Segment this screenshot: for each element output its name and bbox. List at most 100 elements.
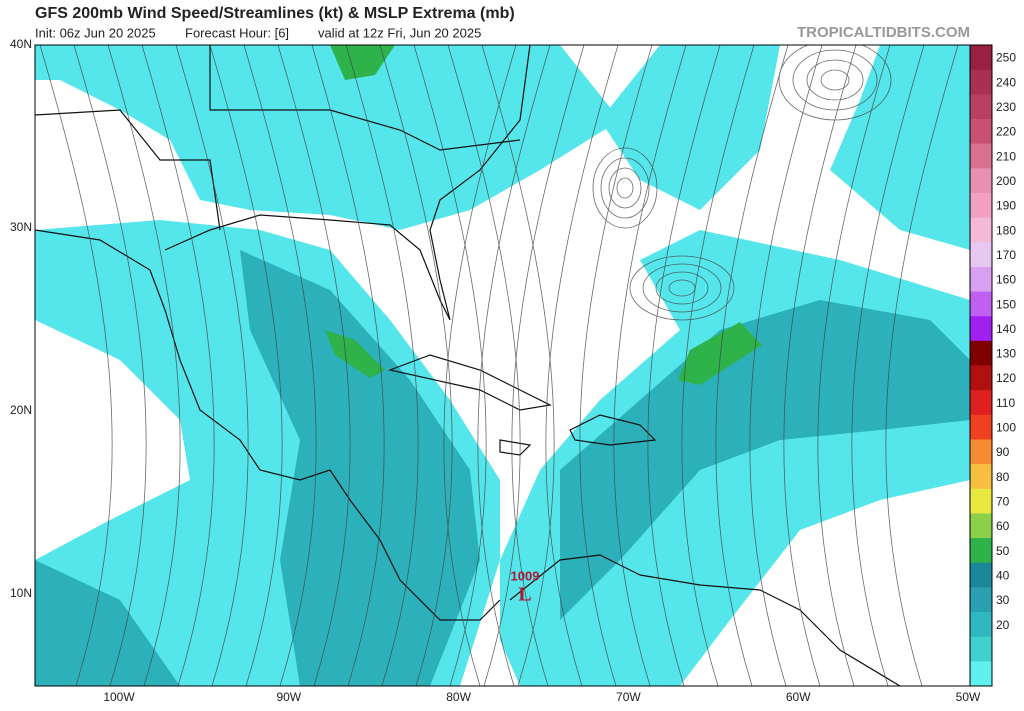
colorbar-label: 130 [996,347,1016,361]
streamline [579,45,653,686]
colorbar-label: 150 [996,297,1016,311]
streamline [73,45,147,686]
colorbar-label: 120 [996,371,1016,385]
streamline [345,45,419,686]
streamline [647,45,721,686]
colorbar-label: 200 [996,174,1016,188]
colorbar-band [970,143,992,169]
colorbar-band [970,192,992,219]
streamline-eddy [778,45,892,121]
lon-label: 90W [276,690,301,704]
colorbar-label: 160 [996,273,1016,287]
forecast-hour: Forecast Hour: [6] [185,25,289,40]
streamline [141,45,215,686]
streamline-eddy [608,167,642,209]
colorbar-band [970,414,992,440]
streamline-eddy [592,147,658,229]
streamline-eddy [820,69,850,91]
colorbar-band [970,365,992,391]
colorbar-band [970,562,992,588]
streamline [379,45,453,686]
colorbar-label: 230 [996,100,1016,114]
site-name: TROPICALTIDBITS.COM [797,24,970,41]
colorbar-band [970,118,992,145]
colorbar-band [970,464,992,490]
streamline [681,45,755,686]
streamline [749,45,823,686]
lat-label: 40N [10,37,32,51]
streamline [477,45,551,686]
colorbar-band [970,291,992,317]
colorbar-label: 170 [996,248,1016,262]
streamline-eddy [642,263,722,313]
colorbar-label: 90 [996,445,1010,459]
streamline [885,45,959,686]
streamlines [39,45,959,686]
streamline-eddy [600,157,650,219]
streamline [715,45,789,686]
streamline [613,45,687,686]
colorbar-band [970,69,992,95]
colorbar-band [970,266,992,293]
lat-label: 10N [10,586,32,600]
streamline-eddy [616,177,634,199]
low-pressure: 1009 [511,568,540,583]
colorbar-label: 100 [996,421,1016,435]
lat-label: 20N [10,403,32,417]
colorbar-band [970,488,992,514]
colorbar-label: 220 [996,125,1016,139]
colorbar-label: 40 [996,568,1010,582]
colorbar-frame [969,44,993,687]
colorbar-band [970,217,992,243]
streamline-eddy [629,255,735,321]
colorbar-label: 140 [996,322,1016,336]
lat-label: 30N [10,220,32,234]
lon-label: 100W [103,690,135,704]
streamline [243,45,317,686]
streamline [107,45,181,686]
colorbar-band [970,587,992,613]
colorbar-label: 110 [996,396,1015,410]
streamline [783,45,857,686]
streamline [511,45,585,686]
colorbar-band [970,538,992,564]
init-time: Init: 06z Jun 20 2025 [35,25,156,40]
streamline-eddy [655,271,709,305]
lon-label: 70W [616,690,641,704]
streamline-eddy [792,49,878,111]
colorbar-label: 50 [996,544,1010,558]
colorbar-label: 60 [996,519,1010,533]
colorbar-label: 20 [996,618,1010,632]
lon-label: 50W [956,690,981,704]
colorbar-band [970,316,992,342]
streamline [851,45,925,686]
wind-shading-strong [35,250,970,686]
colorbar-band [970,45,992,71]
map-area: 1009 L [35,45,970,686]
streamline [39,45,113,686]
wind-shading-max [325,45,762,385]
streamline [413,45,487,686]
colorbar-label: 190 [996,199,1016,213]
lon-label: 80W [446,690,471,704]
colorbar-label: 70 [996,495,1010,509]
streamline [175,45,249,686]
colorbar: 250 240 230 220 210 200 190 180 170 160 150 140 130 1… [969,44,1016,687]
colorbar-band [970,439,992,465]
streamline-eddy [806,59,864,101]
valid-time: valid at 12z Fri, Jun 20 2025 [318,25,481,40]
colorbar-band [970,94,992,120]
colorbar-band [970,612,992,638]
low-symbol: L [518,584,531,606]
streamline-eddy [668,279,696,297]
colorbar-band [970,168,992,194]
colorbar-band [970,340,992,366]
colorbar-band [970,636,992,662]
streamline [817,45,891,686]
colorbar-band [970,390,992,416]
lon-label: 60W [786,690,811,704]
colorbar-band [970,513,992,539]
colorbar-label: 80 [996,470,1010,484]
colorbar-label: 240 [996,75,1016,89]
